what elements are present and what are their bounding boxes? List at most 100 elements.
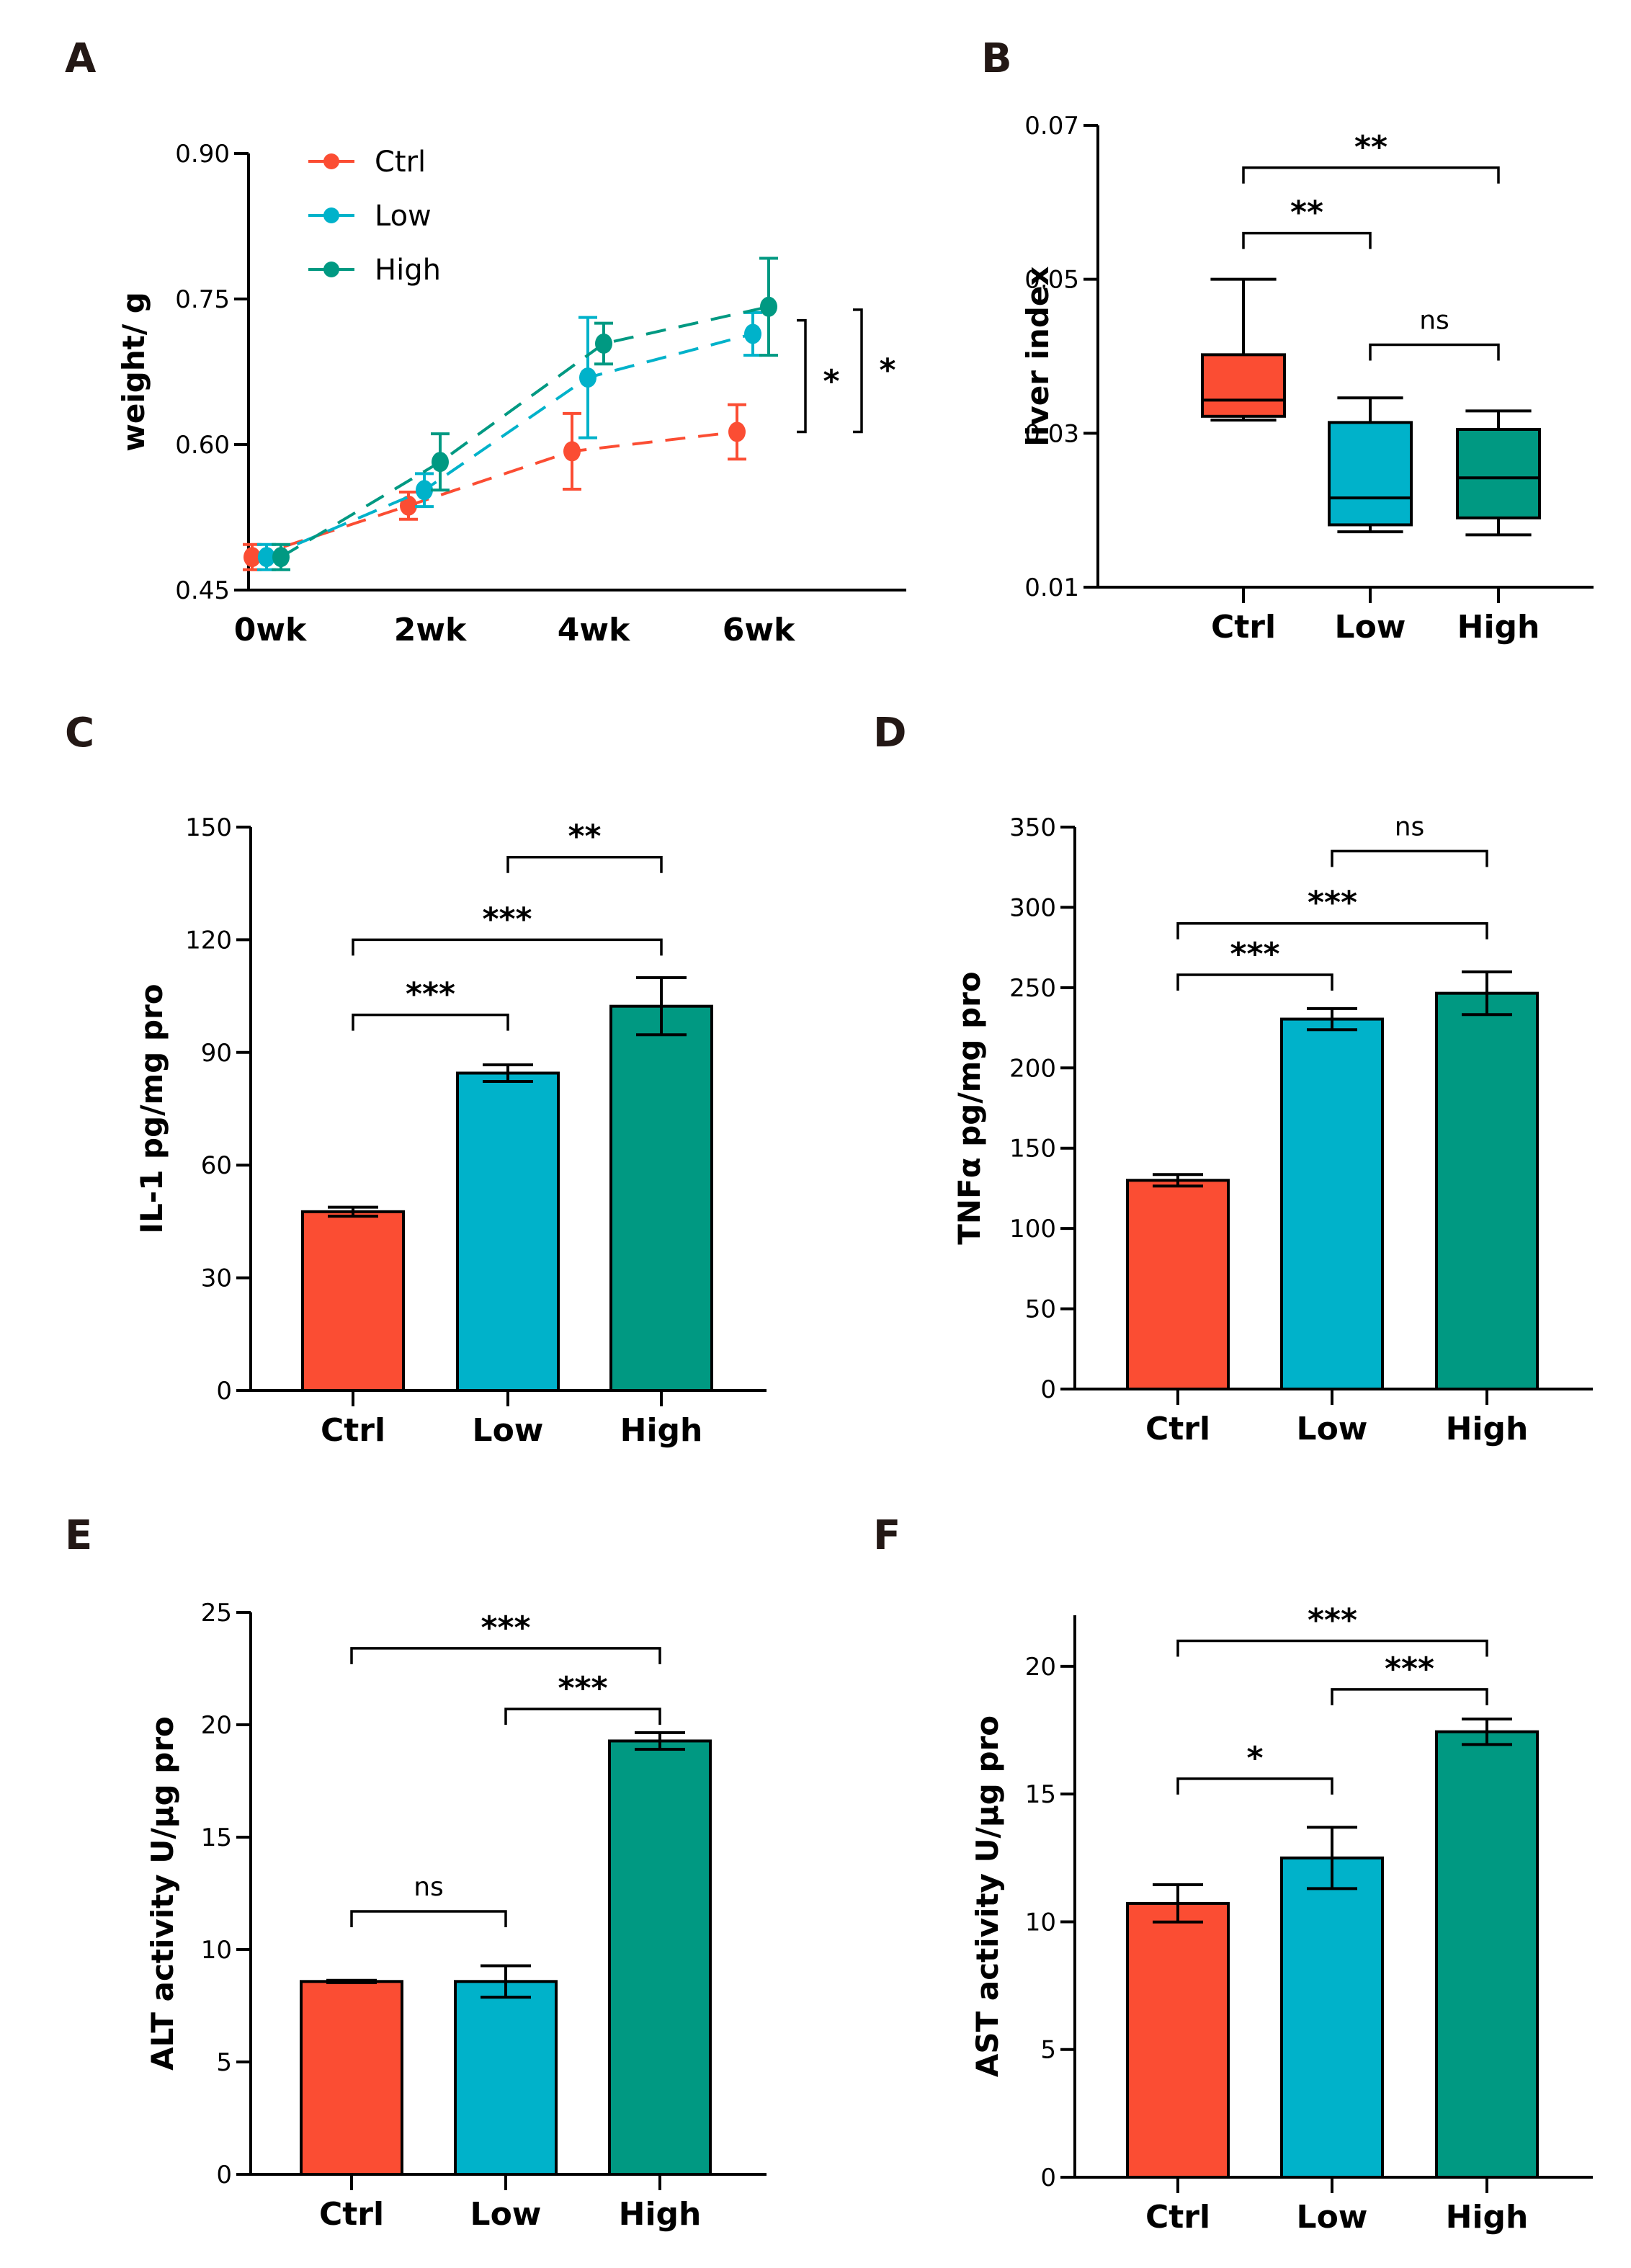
panel-label: E [65,1512,92,1559]
box-body [1201,353,1286,418]
significance-bracket [797,318,807,434]
y-tick-label: 250 [1009,974,1056,1003]
data-point [272,547,290,568]
significance-label: * [1246,1740,1263,1777]
y-axis-title: TNFα pg/mg pro [952,971,987,1245]
box-ctrl [1201,277,1286,422]
significance-bracket [352,938,663,956]
significance-label: ** [1354,129,1388,166]
x-category-label: Low [470,2196,542,2233]
panel-e: 0 5 10 15 20 25 Ctrl Low High ALT activity U/μg p… [65,1512,767,2233]
panel-d: 0 50 100 150 200 250 300 350 Ctrl Low High TNFα pg/… [873,710,1593,1447]
data-point [400,495,417,516]
significance-bracket [350,1910,507,1927]
bar [456,1071,560,1393]
significance-label: * [823,363,839,400]
bar-ctrl [1126,1883,1230,2179]
bar-ctrl [1126,1173,1230,1391]
bar-low [456,1063,560,1393]
x-category-label: High [619,2196,702,2233]
significance-bracket [1176,921,1488,939]
significance-bracket [504,1707,661,1725]
x-category-label: Ctrl [1211,609,1276,646]
y-axis-title: ALT activity U/μg pro [145,1716,180,2071]
y-tick-label: 0.45 [175,576,230,605]
y-tick-label: 50 [1025,1295,1056,1324]
x-category-label: 0wk [234,612,308,648]
x-category-label: High [620,1412,703,1449]
significance-label: *** [1308,885,1357,921]
x-category-label: Ctrl [1145,1411,1210,1447]
legend-marker [323,153,339,169]
y-tick-label: 25 [201,1599,232,1628]
y-tick-label: 0.90 [175,140,230,169]
x-category-label: High [1446,2199,1529,2236]
significance-bracket [506,855,663,873]
legend-label: High [375,254,441,287]
data-point [563,441,581,462]
y-tick-label: 0.75 [175,285,230,314]
significance-label: ** [568,818,601,855]
y-tick-label: 5 [1040,2036,1056,2065]
trend-line [280,305,769,558]
significance-bracket [1369,343,1500,361]
significance-bracket [1242,231,1372,249]
y-tick-label: 0.03 [1024,419,1079,448]
x-category-label: 2wk [394,612,468,648]
x-category-label: Ctrl [319,2196,384,2233]
y-tick-label: 200 [1009,1054,1056,1083]
significance-label: *** [481,1610,530,1646]
series-high [272,256,778,571]
x-category-label: Ctrl [1145,2199,1210,2236]
bar-high [1435,1717,1539,2179]
panel-f: 0 5 10 15 20 Ctrl Low High AST activity U/μg pro… [873,1512,1593,2236]
y-tick-label: 150 [185,813,232,842]
y-tick-label: 300 [1009,893,1056,922]
significance-label: *** [1385,1651,1434,1687]
bar [1126,1179,1230,1391]
y-tick-label: 350 [1009,813,1056,842]
data-point [432,452,449,473]
bar [1280,1017,1384,1390]
y-tick-label: 0.01 [1024,573,1079,602]
x-category-label: Low [1335,609,1406,646]
significance-label: *** [482,901,532,937]
x-category-label: High [1457,609,1540,646]
significance-bracket [1331,1688,1488,1705]
y-tick-label: 30 [201,1264,232,1293]
bar [1435,991,1539,1390]
significance-label: * [879,352,895,389]
y-tick-label: 5 [216,2048,232,2077]
significance-label: *** [558,1670,607,1707]
y-axis-title: weight/ g [116,292,151,452]
x-category-label: 6wk [723,612,796,648]
panel-b: 0.01 0.03 0.05 0.07 Ctrl Low High liver index B *… [981,35,1594,646]
y-axis-title: liver index [1020,267,1055,447]
significance-label: ns [1419,305,1449,335]
y-tick-label: 0 [216,2161,232,2189]
x-category-label: Low [473,1412,544,1449]
bar-ctrl [301,1205,405,1392]
y-tick-label: 120 [185,926,232,955]
box-body [1328,421,1413,527]
panel-c: 0 30 60 90 120 150 Ctrl Low High IL-1 pg/mg pro C *… [65,710,767,1449]
data-point [760,296,777,317]
panel-label: C [65,710,94,756]
y-tick-label: 0 [1040,2164,1056,2192]
y-tick-label: 150 [1009,1135,1056,1164]
bar [608,1739,712,2177]
y-tick-label: 0.07 [1024,112,1079,140]
panel-label: D [873,710,906,756]
data-point [744,323,761,344]
significance-bracket [352,1013,509,1031]
significance-bracket [1176,1777,1333,1795]
y-tick-label: 90 [201,1039,232,1068]
y-tick-label: 60 [201,1151,232,1180]
bar [1280,1856,1384,2179]
data-point [243,547,261,568]
y-tick-label: 100 [1009,1215,1056,1244]
panel-label: F [873,1512,901,1559]
y-tick-label: 10 [1025,1908,1056,1937]
significance-bracket [1331,849,1488,867]
bar-high [1435,970,1539,1390]
